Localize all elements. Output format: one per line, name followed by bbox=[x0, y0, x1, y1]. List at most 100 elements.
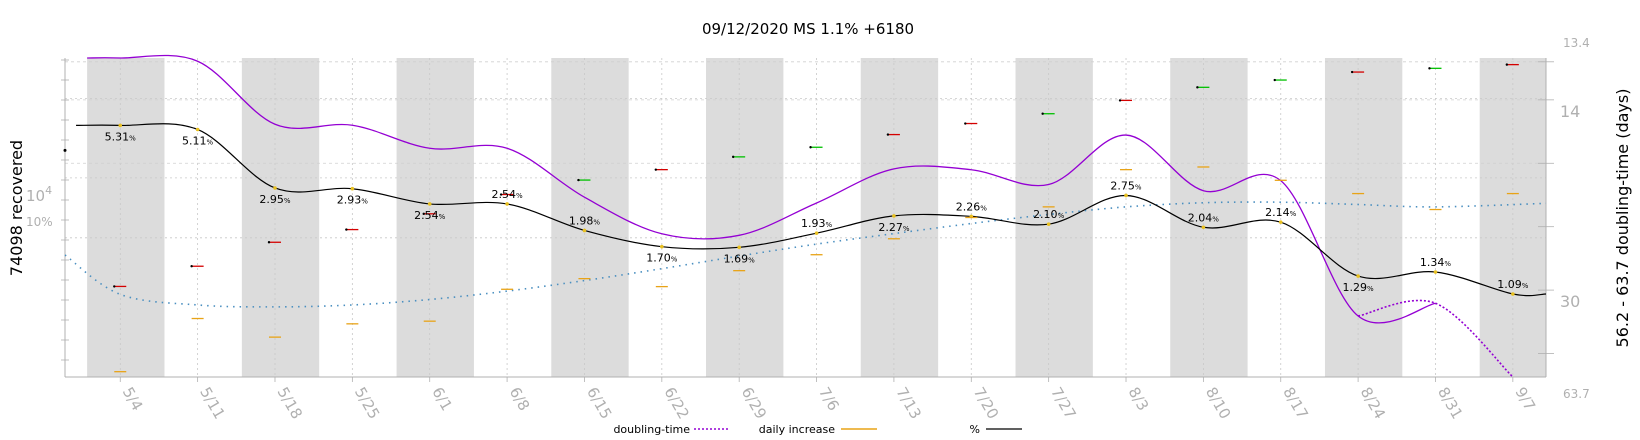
x-tick-label: 6/8 bbox=[506, 384, 534, 414]
pct-point bbox=[892, 214, 896, 218]
chart-title: 09/12/2020 MS 1.1% +6180 bbox=[702, 20, 914, 38]
recovered-mark-dot bbox=[1118, 99, 1122, 102]
pct-label-unit: % bbox=[1522, 282, 1529, 290]
pct-point bbox=[1046, 222, 1051, 226]
week-band bbox=[87, 58, 165, 377]
pct-label: 2.93% bbox=[337, 194, 369, 207]
week-band bbox=[706, 58, 784, 377]
recovered-mark-dot bbox=[1505, 63, 1509, 66]
recovered-mark-dot bbox=[345, 228, 348, 231]
week-band bbox=[551, 58, 629, 377]
week-band bbox=[396, 58, 474, 377]
doubling-time-line bbox=[87, 54, 1436, 324]
pct-label: 2.27% bbox=[878, 221, 910, 234]
pct-label: 2.26% bbox=[956, 200, 988, 213]
pct-label: 2.14% bbox=[1265, 206, 1297, 219]
recovered-mark-dot bbox=[654, 168, 658, 171]
pct-label-unit: % bbox=[1135, 183, 1142, 191]
x-tick-label: 7/6 bbox=[815, 384, 843, 414]
y-axis-label-left: 74098 recovered bbox=[7, 140, 26, 276]
pct-label: 2.54% bbox=[492, 188, 524, 201]
x-tick-label: 5/25 bbox=[351, 384, 383, 422]
right-axis-tick-30: 30 bbox=[1560, 292, 1580, 311]
x-tick-label: 8/24 bbox=[1357, 384, 1389, 422]
pct-label-unit: % bbox=[825, 221, 832, 229]
pct-point bbox=[1201, 225, 1206, 230]
pct-label-unit: % bbox=[903, 225, 910, 233]
week-band bbox=[1324, 58, 1403, 377]
pct-label: 2.95% bbox=[259, 193, 291, 206]
x-tick-label: 8/17 bbox=[1279, 384, 1311, 422]
legend-label: daily increase bbox=[759, 423, 835, 436]
pct-label: 1.98% bbox=[569, 214, 601, 227]
x-tick-label: 7/20 bbox=[970, 384, 1002, 422]
pct-point bbox=[1433, 270, 1438, 274]
pct-label-unit: % bbox=[207, 138, 214, 146]
recovered-mark-dot bbox=[731, 155, 735, 159]
recovered-mark-dot bbox=[1196, 86, 1199, 89]
right-axis-tick-14: 14 bbox=[1560, 102, 1580, 121]
pct-label-unit: % bbox=[748, 256, 755, 264]
pct-label-unit: % bbox=[980, 204, 987, 212]
legend-item-daily-increase: daily increase bbox=[759, 423, 877, 436]
week-band bbox=[860, 58, 939, 377]
pct-point bbox=[1511, 292, 1515, 296]
legend-item-pct: % bbox=[970, 423, 1022, 436]
pct-label-unit: % bbox=[1444, 260, 1451, 268]
pct-label: 5.31% bbox=[105, 130, 137, 143]
pct-label: 5.11% bbox=[182, 134, 214, 147]
week-band bbox=[1015, 58, 1093, 377]
right-axis-labels: 13.4 14 30 63.7 bbox=[1560, 36, 1590, 401]
left-axis-tick-label: 104 bbox=[26, 184, 52, 205]
labels-layer: 5.31% 5.11% 2.95% 2.93% 2.54% 2.54% 1.98% 1.70%… bbox=[105, 130, 1529, 294]
recovered-mark-dot bbox=[1428, 67, 1431, 70]
start-marker bbox=[63, 148, 67, 152]
x-tick-label: 5/11 bbox=[196, 384, 228, 422]
x-tick-label: 6/15 bbox=[583, 384, 615, 422]
pct-point bbox=[660, 244, 664, 249]
legend-label: doubling-time bbox=[613, 423, 690, 436]
pct-point bbox=[1278, 220, 1283, 224]
gridlines bbox=[65, 58, 1546, 377]
pct-label-unit: % bbox=[593, 218, 600, 226]
pct-label-unit: % bbox=[1058, 212, 1065, 220]
x-tick-label: 6/22 bbox=[660, 384, 692, 422]
pct-point bbox=[582, 228, 587, 233]
x-tick-label: 9/7 bbox=[1511, 384, 1539, 414]
series-layer bbox=[63, 54, 1547, 378]
x-tick-label: 6/1 bbox=[428, 384, 456, 414]
x-tick-label: 8/31 bbox=[1434, 384, 1466, 422]
y-axis-label-right: 56.2 - 63.7 doubling-time (days) bbox=[1613, 89, 1632, 348]
pct-label-unit: % bbox=[129, 134, 136, 142]
recovered-mark-dot bbox=[886, 133, 890, 136]
recovered-mark-dot bbox=[1041, 112, 1044, 115]
pct-label-unit: % bbox=[1367, 285, 1374, 293]
x-tick-label: 5/18 bbox=[274, 384, 306, 422]
x-tick-label: 5/4 bbox=[119, 384, 147, 414]
pct-point bbox=[195, 127, 200, 132]
right-axis-bottom-label: 63.7 bbox=[1563, 387, 1590, 401]
pct-label: 1.29% bbox=[1343, 281, 1375, 294]
pct-label-unit: % bbox=[439, 213, 446, 221]
recovered-mark-dot bbox=[577, 178, 580, 182]
pct-label: 2.75% bbox=[1110, 179, 1142, 192]
recovered-trend-line bbox=[64, 201, 1547, 308]
pct-label: 1.69% bbox=[724, 252, 756, 265]
legend-item-doubling-time: doubling-time bbox=[613, 423, 730, 436]
pct-label: 1.09% bbox=[1497, 278, 1529, 291]
pct-point bbox=[814, 231, 819, 235]
recovered-mark-dot bbox=[113, 285, 116, 288]
left-axis-pct-label: 10% bbox=[26, 215, 53, 229]
pct-point bbox=[118, 123, 123, 128]
recovered-mark-dot bbox=[267, 241, 271, 244]
pct-point bbox=[273, 186, 277, 190]
pct-label-unit: % bbox=[1290, 210, 1297, 218]
recovered-mark-dot bbox=[809, 146, 812, 149]
x-tick-label: 7/13 bbox=[892, 384, 924, 422]
pct-label: 2.04% bbox=[1188, 211, 1220, 224]
recovered-mark-dot bbox=[190, 265, 193, 268]
recovered-mark-dot bbox=[1273, 78, 1276, 82]
pct-point bbox=[1124, 193, 1128, 198]
x-tick-label: 7/27 bbox=[1047, 384, 1079, 422]
right-axis-top-label: 13.4 bbox=[1563, 36, 1590, 50]
